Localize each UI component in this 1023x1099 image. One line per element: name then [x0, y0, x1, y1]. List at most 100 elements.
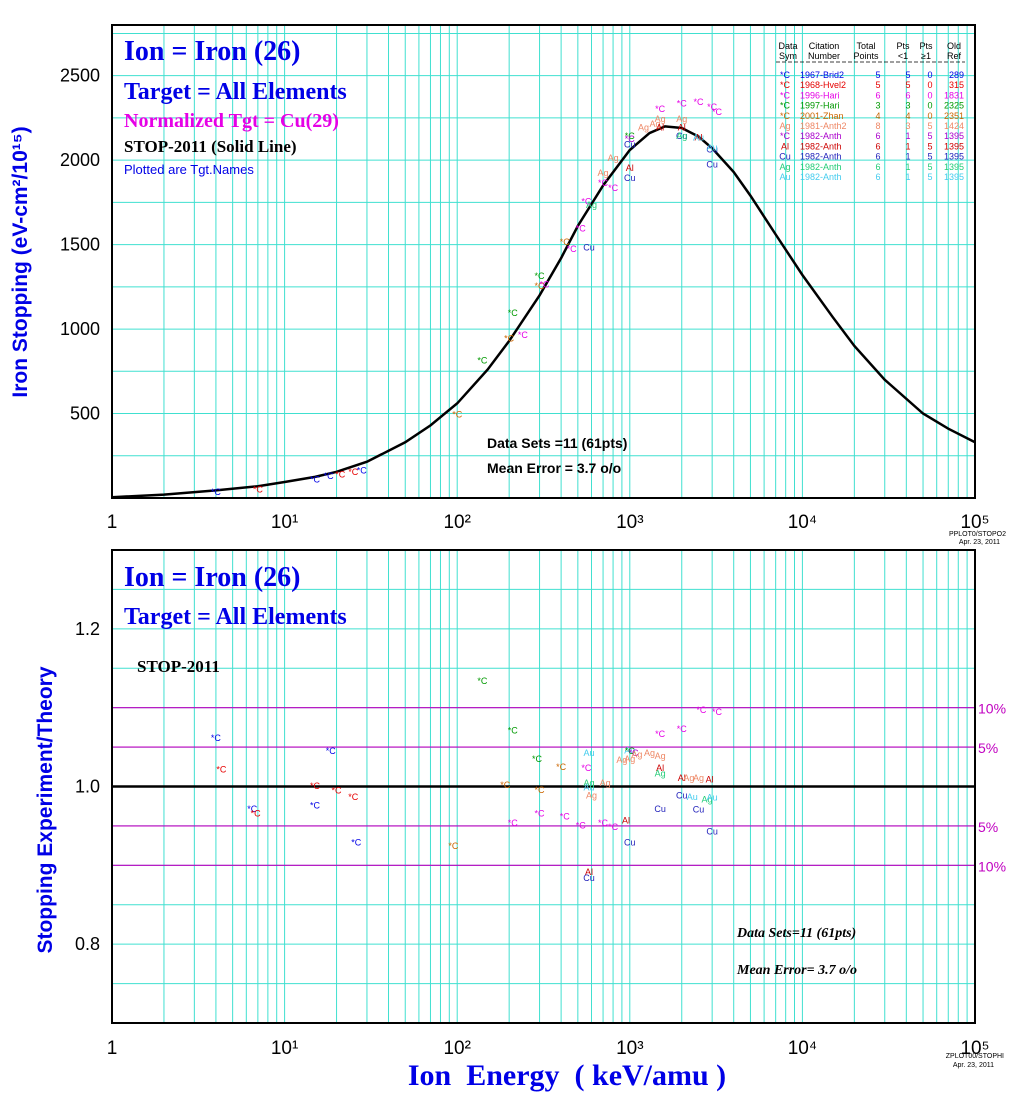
data-point: *C: [508, 308, 519, 318]
data-point: *C: [625, 746, 636, 756]
data-point: Al: [656, 763, 664, 773]
data-point: Al: [706, 775, 714, 785]
legend-cell: 1: [905, 141, 910, 151]
legend-cell: 6: [875, 162, 880, 172]
data-point: Ag: [676, 131, 687, 141]
legend-header: Pts: [896, 41, 910, 51]
legend-cell: 5: [927, 152, 932, 162]
legend-cell: Cu: [779, 152, 791, 162]
lower-y-tick-labels: 0.8 1.0 1.2: [75, 619, 100, 954]
data-point: *C: [712, 707, 723, 717]
x-tick-label: 10²: [443, 1038, 470, 1059]
legend-cell: 5: [927, 131, 932, 141]
upper-title-target: Target = All Elements: [124, 79, 347, 105]
data-point: Au: [693, 132, 704, 142]
data-point: *C: [351, 838, 362, 848]
data-point: *C: [348, 467, 359, 477]
x-tick-label: 10³: [616, 1038, 643, 1059]
data-point: Ag: [676, 114, 687, 124]
y-tick-label: 1500: [60, 235, 100, 255]
data-point: *C: [556, 762, 567, 772]
y-tick-label: 0.8: [75, 934, 100, 954]
data-point: Au: [707, 143, 718, 153]
upper-corner-code: PPLOT0/STOPO2: [949, 531, 1006, 538]
data-point: Ag: [638, 122, 649, 132]
legend-cell: 3: [875, 101, 880, 111]
lower-stats-error: Mean Error= 3.7 o/o: [736, 963, 857, 978]
data-point: *C: [535, 271, 546, 281]
legend-cell: 1395: [944, 162, 964, 172]
data-point: Cu: [654, 804, 666, 814]
lower-x-tick-labels: 1 10¹ 10² 10³ 10⁴ 10⁵: [107, 1038, 990, 1059]
data-point: *C: [560, 237, 571, 247]
data-point: *C: [576, 224, 587, 234]
data-point: Cu: [676, 131, 688, 141]
legend-cell: 5: [927, 141, 932, 151]
upper-x-tick-labels: 1 10¹ 10² 10³ 10⁴ 10⁵: [107, 512, 990, 533]
data-point: *C: [324, 471, 335, 481]
data-point: *C: [253, 485, 264, 495]
legend-cell: 1982-Anth: [800, 152, 842, 162]
data-point: *C: [216, 764, 227, 774]
legend-cell: 1395: [944, 131, 964, 141]
data-point: *C: [535, 809, 546, 819]
data-point: *C: [576, 820, 587, 830]
legend-cell: 8: [875, 121, 880, 131]
data-point: Cu: [624, 139, 636, 149]
data-point: Ag: [598, 168, 609, 178]
lower-y-axis-label: Stopping Experiment/Theory: [34, 666, 57, 953]
legend-cell: 6: [875, 131, 880, 141]
legend-header: Pts: [919, 41, 933, 51]
band-label: 5%: [978, 819, 998, 835]
data-point: *C: [326, 746, 337, 756]
data-point: *C: [560, 812, 571, 822]
legend-cell: 5: [875, 80, 880, 90]
x-tick-label: 10¹: [271, 1038, 298, 1059]
legend-cell: *C: [780, 80, 791, 90]
x-axis-label: Ion Energy ( keV/amu ): [408, 1059, 726, 1092]
data-point: Al: [626, 163, 634, 173]
data-point: Ag: [631, 749, 642, 759]
legend-cell: 1395: [944, 141, 964, 151]
legend-cell: *C: [780, 111, 791, 121]
data-point: Ag: [616, 755, 627, 765]
data-point: *C: [608, 183, 619, 193]
lower-stats-datasets: Data Sets=11 (61pts): [736, 926, 856, 941]
x-tick-label: 10⁴: [788, 512, 817, 533]
data-point: Al: [585, 867, 593, 877]
legend-cell: 0: [927, 101, 932, 111]
upper-y-axis-label: Iron Stopping (eV-cm²/10¹⁵): [9, 126, 32, 397]
lower-data-points: *C*C*C*C*C*C*C*C*C*C *C*C*C*C*C*C*C*C*C*C…: [211, 676, 723, 883]
x-tick-label: 10⁵: [960, 1038, 989, 1059]
legend-cell: 3: [905, 121, 910, 131]
data-point: *C: [448, 841, 459, 851]
x-tick-label: 10⁴: [788, 1038, 817, 1059]
legend-cell: *C: [780, 101, 791, 111]
data-point: *C: [712, 107, 723, 117]
data-point: *C: [310, 781, 321, 791]
legend-cell: 1395: [944, 172, 964, 182]
upper-stats-datasets: Data Sets =11 (61pts): [487, 435, 627, 451]
legend-cell: 4: [875, 111, 880, 121]
legend-cell: 5: [927, 162, 932, 172]
upper-theory-curve: [111, 125, 976, 499]
data-point: *C: [508, 726, 519, 736]
legend-table: Data Citation Total Pts Pts Old Sym Number Point…: [776, 41, 965, 182]
upper-title-normalized: Normalized Tgt = Cu(29): [124, 110, 339, 132]
band-label: 5%: [978, 740, 998, 756]
legend-cell: 1424: [944, 121, 964, 131]
legend-cell: 0: [927, 80, 932, 90]
data-point: *C: [247, 804, 258, 814]
lower-title-ion: Ion = Iron (26): [124, 562, 300, 593]
legend-header: Total: [856, 41, 875, 51]
legend-cell: 1: [905, 131, 910, 141]
data-point: *C: [310, 475, 321, 485]
x-tick-label: 10⁵: [960, 512, 989, 533]
legend-cell: 6: [875, 90, 880, 100]
data-point: Al: [656, 122, 664, 132]
legend-cell: 6: [875, 152, 880, 162]
data-point: Ag: [644, 748, 655, 758]
lower-corner-date: Apr. 23, 2011: [953, 1062, 994, 1069]
data-point: Ag: [650, 119, 661, 129]
